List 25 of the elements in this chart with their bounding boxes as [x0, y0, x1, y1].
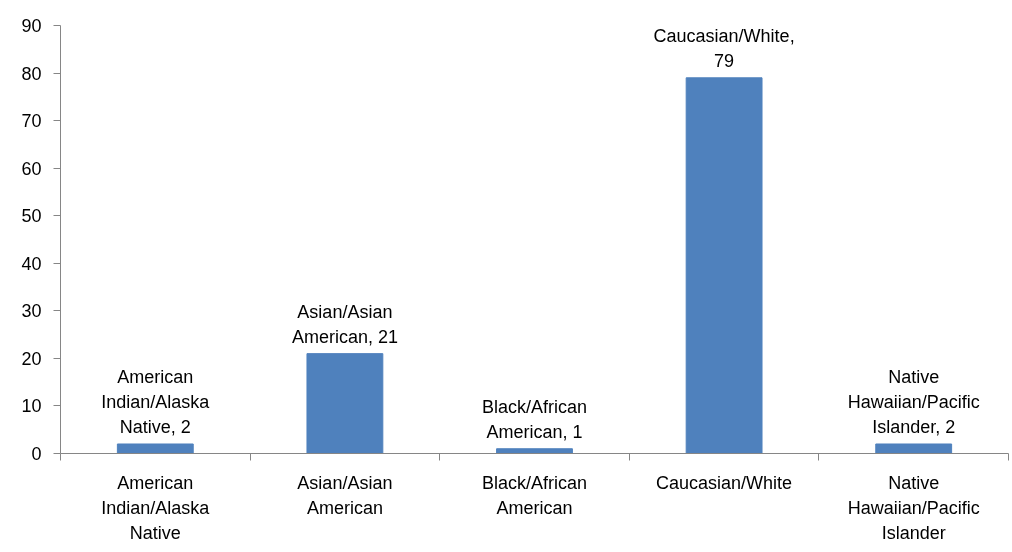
x-tick-label: Asian/Asian American — [297, 472, 393, 518]
x-tick-label: American Indian/Alaska Native — [101, 472, 211, 543]
data-label: Native Hawaiian/Pacific Islander, 2 — [847, 366, 980, 437]
data-label: Asian/Asian American, 21 — [291, 301, 398, 347]
x-tick-label: Caucasian/White — [656, 472, 793, 493]
y-tick-label: 60 — [21, 158, 42, 179]
x-tick-label: Native Hawaiian/Pacific Islander — [847, 472, 980, 543]
y-tick-label: 90 — [21, 16, 42, 36]
y-tick-label: 80 — [21, 63, 42, 84]
data-label: Black/African American, 1 — [481, 396, 588, 442]
y-tick-label: 20 — [21, 348, 42, 369]
x-tick-label: Black/African American — [481, 472, 588, 518]
bar — [685, 77, 763, 454]
y-tick-label: 50 — [21, 206, 42, 227]
bar — [496, 448, 573, 454]
data-label: Caucasian/White, 79 — [653, 25, 795, 71]
y-tick-label: 40 — [21, 253, 42, 274]
data-label: American Indian/Alaska Native, 2 — [101, 366, 211, 437]
bar — [306, 353, 384, 454]
y-tick-label: 30 — [21, 301, 42, 322]
bar — [116, 443, 194, 454]
y-tick-label: 70 — [21, 111, 42, 132]
bar — [875, 443, 953, 454]
y-tick-label: 0 — [31, 444, 42, 464]
y-tick-label: 10 — [21, 396, 42, 417]
